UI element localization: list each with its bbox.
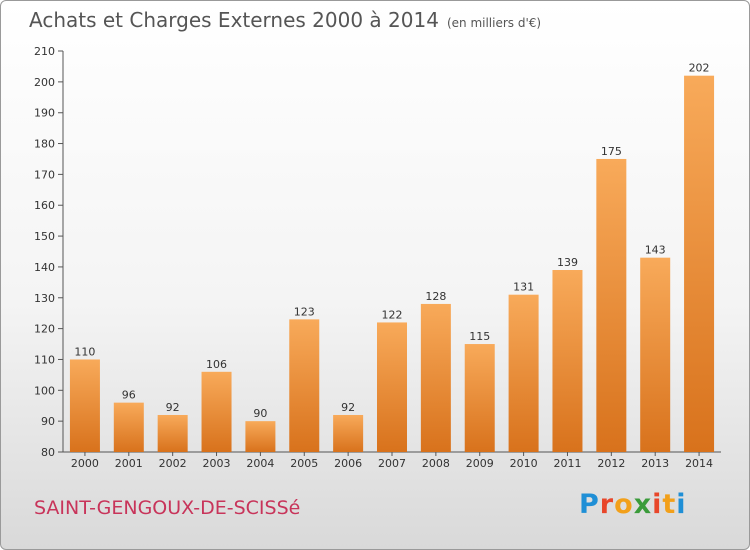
x-tick-label: 2009 <box>466 457 494 470</box>
commune-name: SAINT-GENGOUX-DE-SCISSé <box>34 497 301 519</box>
logo-letter: o <box>614 489 634 520</box>
chart-title: Achats et Charges Externes 2000 à 2014 (e… <box>29 8 541 32</box>
bar-value-label: 131 <box>513 281 534 294</box>
bar <box>289 319 320 452</box>
bar <box>157 414 188 452</box>
y-tick-label: 110 <box>34 353 55 366</box>
x-tick-label: 2003 <box>203 457 231 470</box>
y-tick-label: 180 <box>34 138 55 151</box>
y-tick-label: 190 <box>34 107 55 120</box>
bar <box>464 344 495 452</box>
bar-value-label: 202 <box>689 62 710 75</box>
x-tick-label: 2005 <box>290 457 318 470</box>
bar <box>113 402 144 452</box>
logo-letter: i <box>652 489 663 520</box>
y-tick-label: 170 <box>34 168 55 181</box>
bar <box>596 158 627 452</box>
x-tick-label: 2006 <box>334 457 362 470</box>
bar-value-label: 139 <box>557 256 578 269</box>
bar-value-label: 106 <box>206 358 227 371</box>
y-tick-label: 90 <box>41 415 55 428</box>
chart-unit: (en milliers d'€) <box>446 16 542 30</box>
y-tick-label: 130 <box>34 292 55 305</box>
bar-layer: 110 96 92 106 90 123 92 122 128 115 131 139 175 143 20… <box>69 62 715 452</box>
bar-value-label: 123 <box>294 305 315 318</box>
bar-value-label: 122 <box>382 308 403 321</box>
logo-letter: r <box>599 489 615 520</box>
bar <box>377 322 407 452</box>
bar-value-label: 90 <box>253 407 267 420</box>
x-tick-label: 2001 <box>115 457 143 470</box>
bar <box>684 75 715 452</box>
logo-letter: i <box>676 489 687 520</box>
bar-value-label: 96 <box>122 389 136 402</box>
y-tick-label: 210 <box>34 45 55 58</box>
x-tick-label: 2004 <box>246 457 274 470</box>
x-tick-label: 2007 <box>378 457 406 470</box>
x-tick-label: 2011 <box>553 457 581 470</box>
bar-value-label: 92 <box>166 401 180 414</box>
bar <box>333 414 364 452</box>
x-tick-label: 2012 <box>597 457 625 470</box>
bar-value-label: 110 <box>74 345 95 358</box>
y-tick-label: 140 <box>34 261 55 274</box>
bar <box>245 421 276 452</box>
y-tick-label: 80 <box>41 446 55 459</box>
y-tick-label: 160 <box>34 199 55 212</box>
axis-layer: 8090100110120130140150160170180190200210… <box>34 45 721 470</box>
bar <box>201 371 232 452</box>
x-tick-label: 2013 <box>641 457 669 470</box>
bar-value-label: 115 <box>469 330 490 343</box>
x-tick-label: 2014 <box>685 457 713 470</box>
bar <box>552 270 583 452</box>
x-tick-label: 2002 <box>159 457 187 470</box>
x-tick-label: 2008 <box>422 457 450 470</box>
bar-value-label: 143 <box>645 244 666 257</box>
bar-value-label: 128 <box>425 290 446 303</box>
bar <box>508 294 539 452</box>
logo-letter: t <box>662 489 677 520</box>
chart-title-text: Achats et Charges Externes 2000 à 2014 <box>29 8 439 32</box>
bar <box>420 303 451 452</box>
proxiti-logo: Proxiti <box>579 489 687 520</box>
y-tick-label: 150 <box>34 230 55 243</box>
bar-value-label: 92 <box>341 401 355 414</box>
y-tick-label: 100 <box>34 384 55 397</box>
bar <box>69 359 100 452</box>
logo-letter: P <box>579 489 600 520</box>
bar-value-label: 175 <box>601 145 622 158</box>
y-tick-label: 200 <box>34 76 55 89</box>
x-tick-label: 2000 <box>71 457 99 470</box>
bar <box>640 257 671 452</box>
y-tick-label: 120 <box>34 323 55 336</box>
logo-letter: x <box>633 489 653 520</box>
x-tick-label: 2010 <box>510 457 538 470</box>
